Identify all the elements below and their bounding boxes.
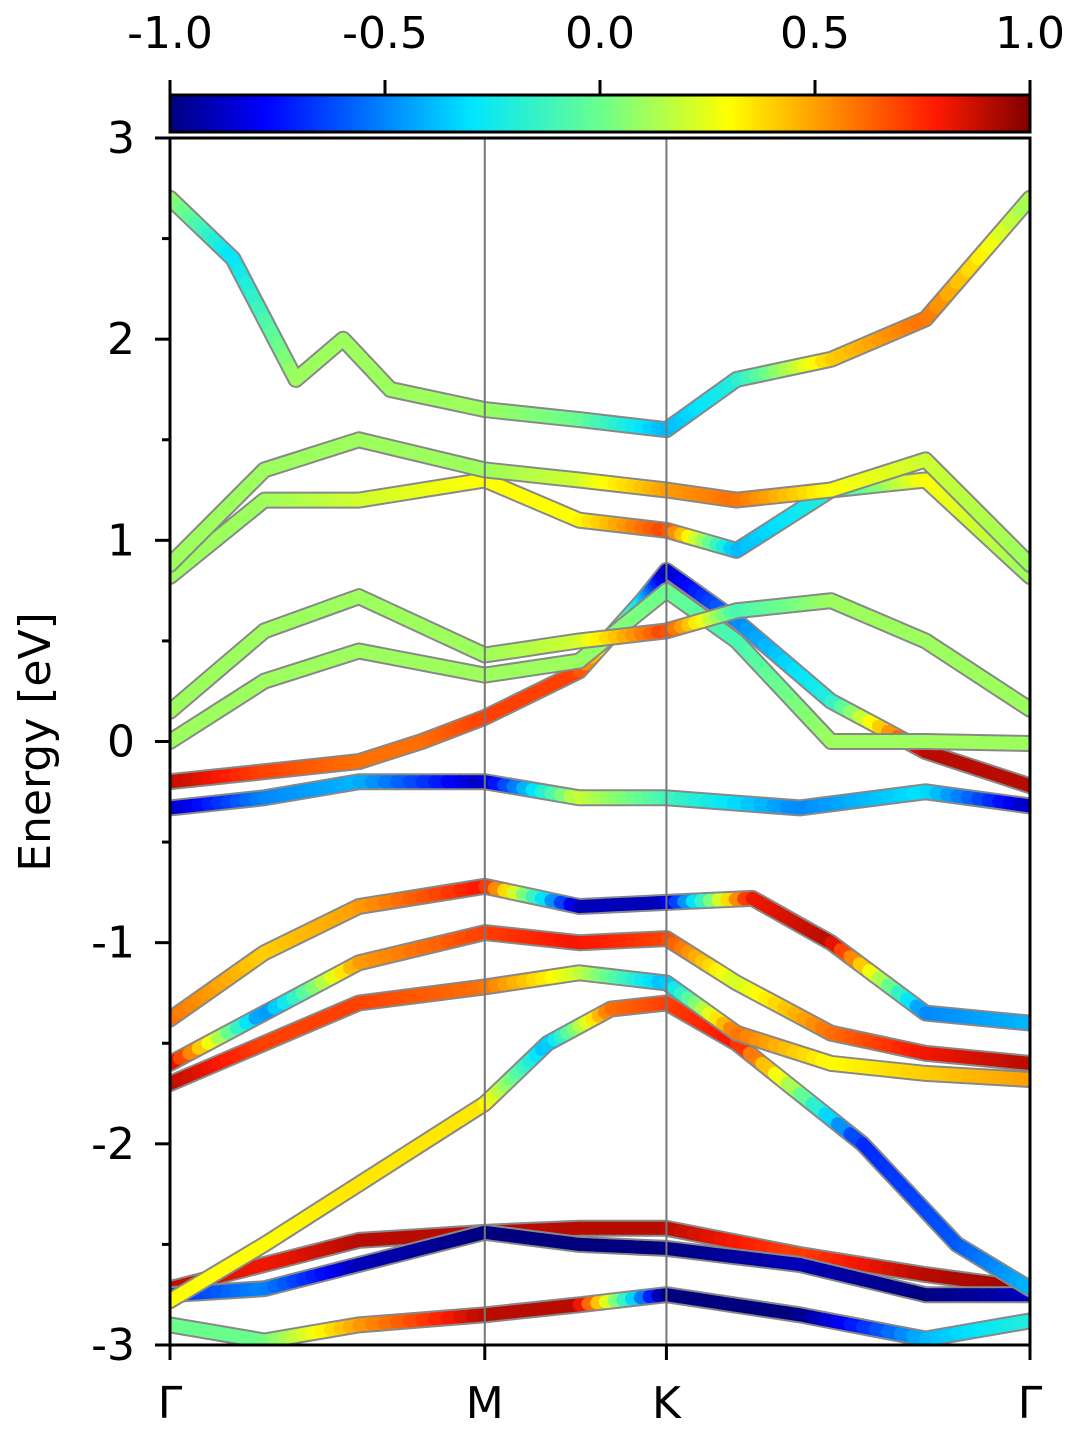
colorbar-tick-label: 0.0 bbox=[565, 8, 635, 59]
y-axis-ticks: 3 2 1 0 -1 -2 -3 bbox=[91, 113, 170, 1371]
band-9 bbox=[170, 582, 1030, 752]
y-tick-label: -2 bbox=[91, 1119, 135, 1170]
colorbar-tick-label: -1.0 bbox=[127, 8, 213, 59]
x-tick-label: Γ bbox=[1018, 1378, 1043, 1429]
y-tick-label: 0 bbox=[107, 717, 135, 768]
band-3 bbox=[170, 994, 1030, 1310]
band-13 bbox=[170, 189, 1030, 439]
y-tick-label: -1 bbox=[91, 918, 135, 969]
band-4 bbox=[170, 964, 1030, 1092]
band-segment bbox=[1013, 1015, 1030, 1030]
band-segment bbox=[1013, 560, 1030, 583]
band-6 bbox=[170, 877, 1030, 1032]
band-segment bbox=[1013, 1072, 1030, 1086]
colorbar-tick-label: -0.5 bbox=[342, 8, 428, 59]
y-axis-label: Energy [eV] bbox=[10, 612, 61, 872]
band-0 bbox=[170, 1286, 1030, 1345]
band-segment bbox=[1013, 191, 1030, 217]
colorbar-gradient bbox=[168, 93, 1032, 134]
band-7 bbox=[170, 773, 1030, 817]
y-tick-label: 3 bbox=[107, 113, 135, 164]
colorbar-tick-label: 1.0 bbox=[995, 8, 1065, 59]
y-tick-label: -3 bbox=[91, 1320, 135, 1371]
k-point-lines bbox=[483, 138, 668, 1345]
y-tick-label: 2 bbox=[107, 314, 135, 365]
band-12 bbox=[170, 431, 1030, 573]
band-segment bbox=[1013, 1055, 1030, 1070]
band-10 bbox=[170, 588, 1030, 720]
band-segment bbox=[1013, 696, 1030, 716]
band-8 bbox=[170, 562, 1030, 795]
colorbar-ticks: -1.0 -0.5 0.0 0.5 1.0 bbox=[127, 8, 1065, 95]
bands-layer bbox=[170, 189, 1030, 1345]
colorbar-tick-label: 0.5 bbox=[780, 8, 850, 59]
x-tick-label: K bbox=[652, 1378, 682, 1429]
band-segment bbox=[1013, 1314, 1030, 1330]
band-2 bbox=[170, 1223, 1030, 1304]
y-tick-label: 1 bbox=[107, 515, 135, 566]
band-segment bbox=[1013, 798, 1030, 813]
band-11 bbox=[170, 471, 1030, 585]
band-segment bbox=[1013, 547, 1030, 571]
colorbar: -1.0 -0.5 0.0 0.5 1.0 bbox=[127, 8, 1065, 134]
x-tick-label: M bbox=[466, 1378, 504, 1429]
band-5 bbox=[170, 924, 1030, 1072]
band-segment bbox=[1013, 775, 1030, 793]
band-outline bbox=[170, 189, 1030, 439]
x-tick-label: Γ bbox=[158, 1378, 183, 1429]
